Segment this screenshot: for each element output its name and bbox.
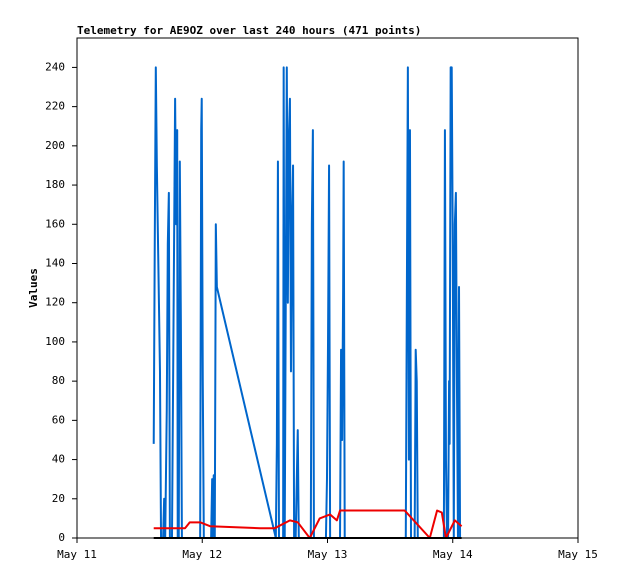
x-tick-label: May 15 <box>558 548 598 561</box>
series-line <box>153 509 463 539</box>
y-tick-label: 180 <box>45 178 65 191</box>
x-tick-label: May 13 <box>308 548 348 561</box>
y-tick-label: 20 <box>52 492 65 505</box>
y-tick-label: 140 <box>45 256 65 269</box>
y-tick-label: 80 <box>52 374 65 387</box>
y-tick-label: 60 <box>52 413 65 426</box>
x-tick-label: May 14 <box>433 548 473 561</box>
y-tick-label: 40 <box>52 453 65 466</box>
y-tick-label: 200 <box>45 139 65 152</box>
y-tick-label: 0 <box>58 531 65 544</box>
y-axis-label: Values <box>27 268 40 308</box>
x-tick-label: May 12 <box>182 548 222 561</box>
y-tick-label: 220 <box>45 100 65 113</box>
x-tick-label: May 11 <box>57 548 97 561</box>
chart-title: Telemetry for AE9OZ over last 240 hours … <box>77 24 421 37</box>
y-tick-label: 120 <box>45 296 65 309</box>
y-tick-label: 240 <box>45 60 65 73</box>
y-tick-label: 100 <box>45 335 65 348</box>
y-tick-label: 160 <box>45 217 65 230</box>
